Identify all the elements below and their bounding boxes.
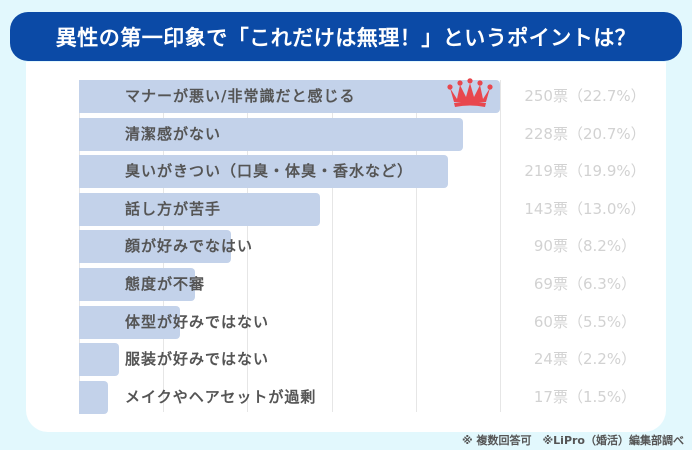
bar-label: 清潔感がない bbox=[125, 124, 222, 143]
bar-value: 24票（2.2%） bbox=[533, 350, 637, 369]
bar-row: 体型が好みではない 60票（5.5%） bbox=[79, 305, 679, 339]
crown-icon bbox=[447, 78, 493, 107]
bar-label: メイクやヘアセットが過剰 bbox=[125, 387, 317, 406]
bar-value: 228票（20.7%） bbox=[524, 124, 646, 143]
gridline bbox=[500, 80, 501, 412]
bar bbox=[79, 268, 196, 301]
bar-row: 臭いがきつい（口臭・体臭・香水など） 219票（19.9%） bbox=[79, 155, 679, 189]
bar-row: 服装が好みではない 24票（2.2%） bbox=[79, 343, 679, 377]
bar-label: 臭いがきつい（口臭・体臭・香水など） bbox=[125, 162, 414, 181]
bar-value: 17票（1.5%） bbox=[533, 387, 637, 406]
bar-value: 69票（6.3%） bbox=[533, 275, 637, 293]
bar-value: 143票（13.0%） bbox=[524, 199, 646, 218]
bar bbox=[79, 80, 500, 113]
bar-label: 話し方が苦手 bbox=[125, 199, 222, 218]
bar bbox=[79, 155, 448, 189]
bar-row: 態度が不審 69票（6.3%） bbox=[79, 268, 679, 301]
bar-value: 60票（5.5%） bbox=[533, 312, 637, 331]
bar bbox=[79, 230, 231, 264]
bar-label: 態度が不審 bbox=[125, 275, 206, 293]
gridline bbox=[247, 80, 249, 412]
bar-row: 顔が好みでなはい 90票（8.2%） bbox=[79, 230, 679, 264]
bar-label: マナーが悪い/非常識だと感じる bbox=[125, 87, 356, 105]
bar bbox=[79, 117, 463, 151]
bar-label: 体型が好みではない bbox=[125, 312, 270, 331]
bar-row: マナーが悪い/非常識だと感じる 250票（22.7%） bbox=[79, 80, 679, 113]
bar bbox=[79, 343, 120, 377]
bar-value: 219票（19.9%） bbox=[524, 162, 646, 181]
bar-row: 話し方が苦手 143票（13.0%） bbox=[79, 192, 679, 226]
bar bbox=[79, 380, 108, 414]
bar bbox=[79, 305, 181, 339]
gridline bbox=[331, 80, 333, 412]
bar-value: 250票（22.7%） bbox=[524, 87, 646, 105]
bar bbox=[79, 192, 320, 226]
bar-value: 90票（8.2%） bbox=[533, 237, 637, 256]
chart-title: 異性の第一印象で「これだけは無理！」というポイントは？ bbox=[10, 12, 682, 61]
bar-row: メイクやヘアセットが過剰 17票（1.5%） bbox=[79, 380, 679, 414]
bar-label: 服装が好みではない bbox=[125, 350, 270, 369]
bar-row: 清潔感がない 228票（20.7%） bbox=[79, 117, 679, 151]
bar-label: 顔が好みでなはい bbox=[125, 237, 254, 256]
footnote: ※ 複数回答可 ※LiPro（婚活）編集部調べ bbox=[461, 434, 684, 447]
gridline bbox=[415, 80, 417, 412]
